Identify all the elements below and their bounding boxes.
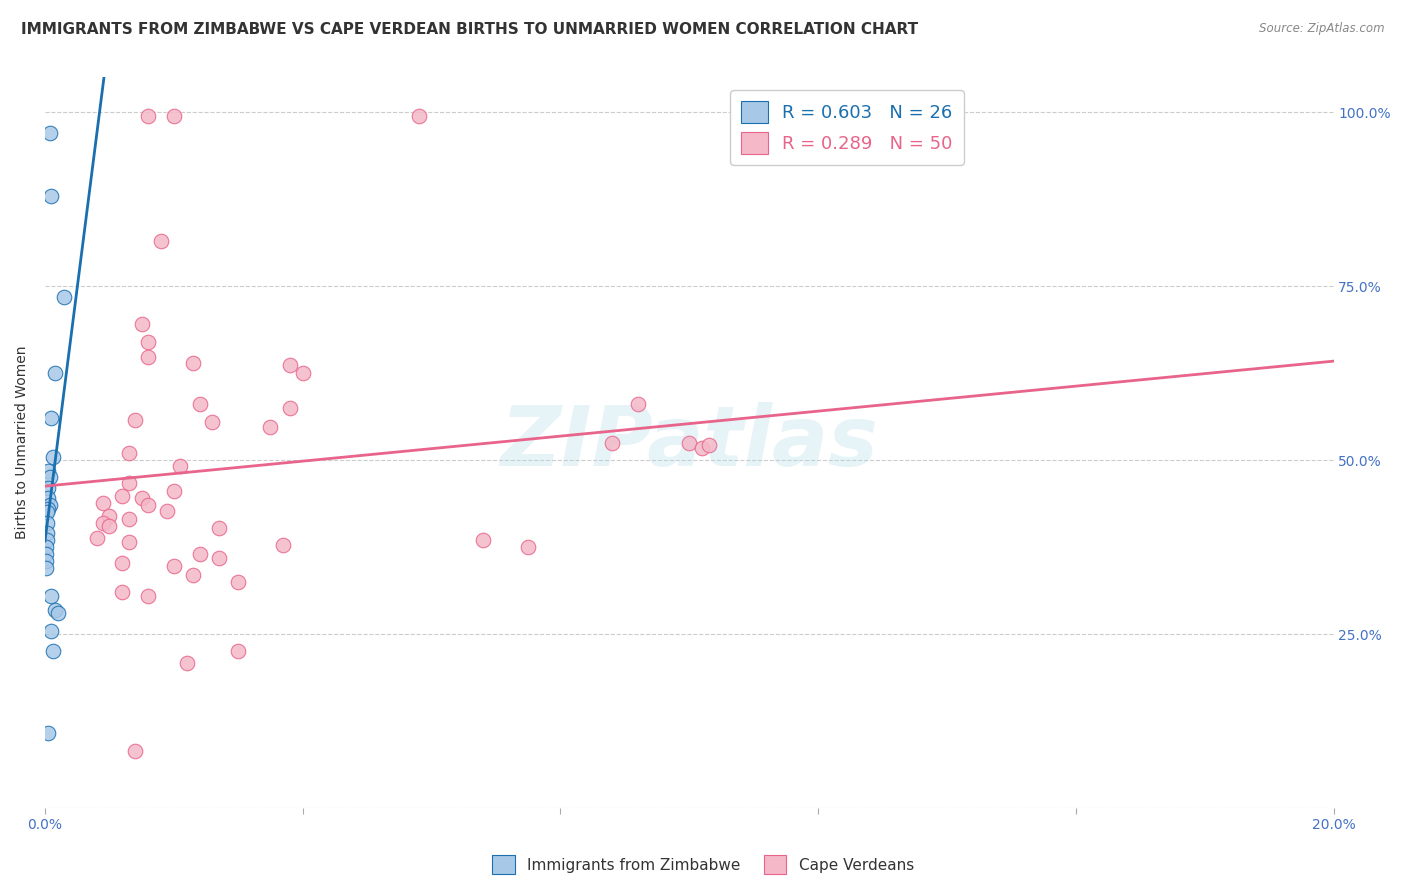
Point xyxy=(44,603,66,617)
Point xyxy=(678,435,700,450)
Point xyxy=(35,554,58,568)
Point xyxy=(208,550,231,565)
Point xyxy=(169,458,191,473)
Point xyxy=(163,484,186,499)
Point xyxy=(46,606,69,620)
Legend: Immigrants from Zimbabwe, Cape Verdeans: Immigrants from Zimbabwe, Cape Verdeans xyxy=(486,849,920,880)
Point xyxy=(188,397,211,411)
Point xyxy=(226,574,249,589)
Point xyxy=(124,413,146,427)
Point xyxy=(41,188,63,202)
Point xyxy=(91,516,114,530)
Point xyxy=(39,470,62,484)
Point xyxy=(627,397,650,411)
Point xyxy=(278,358,301,372)
Point xyxy=(278,401,301,415)
Text: Source: ZipAtlas.com: Source: ZipAtlas.com xyxy=(1260,22,1385,36)
Point xyxy=(181,356,204,370)
Point xyxy=(118,446,141,460)
Point xyxy=(408,109,430,123)
Point xyxy=(136,499,159,513)
Point xyxy=(37,481,59,495)
Point xyxy=(37,491,59,506)
Text: ZIPatlas: ZIPatlas xyxy=(501,402,879,483)
Point xyxy=(111,585,134,599)
Point xyxy=(118,512,141,526)
Point xyxy=(188,547,211,561)
Point xyxy=(42,644,65,658)
Point xyxy=(91,496,114,510)
Point xyxy=(517,540,540,554)
Point xyxy=(176,657,198,671)
Point xyxy=(35,547,58,561)
Point xyxy=(472,533,495,548)
Point xyxy=(690,441,713,455)
Point xyxy=(37,726,59,740)
Point xyxy=(98,508,121,523)
Legend: R = 0.603   N = 26, R = 0.289   N = 50: R = 0.603 N = 26, R = 0.289 N = 50 xyxy=(730,90,963,165)
Point xyxy=(35,505,58,519)
Point xyxy=(37,464,59,478)
Point xyxy=(37,501,59,516)
Point xyxy=(35,526,58,541)
Point xyxy=(259,419,281,434)
Point xyxy=(201,415,224,429)
Point xyxy=(136,589,159,603)
Y-axis label: Births to Unmarried Women: Births to Unmarried Women xyxy=(15,346,30,540)
Text: IMMIGRANTS FROM ZIMBABWE VS CAPE VERDEAN BIRTHS TO UNMARRIED WOMEN CORRELATION C: IMMIGRANTS FROM ZIMBABWE VS CAPE VERDEAN… xyxy=(21,22,918,37)
Point xyxy=(136,109,159,123)
Point xyxy=(697,438,720,452)
Point xyxy=(163,558,186,573)
Point xyxy=(273,538,295,552)
Point xyxy=(118,534,141,549)
Point xyxy=(39,126,62,140)
Point xyxy=(41,624,63,638)
Point xyxy=(35,540,58,554)
Point xyxy=(156,504,179,518)
Point xyxy=(124,744,146,758)
Point xyxy=(41,450,63,464)
Point xyxy=(131,318,153,332)
Point xyxy=(98,519,121,533)
Point xyxy=(118,476,141,491)
Point xyxy=(226,644,249,658)
Point xyxy=(181,568,204,582)
Point xyxy=(35,533,58,548)
Point xyxy=(111,489,134,503)
Point xyxy=(39,499,62,513)
Point xyxy=(41,411,63,425)
Point xyxy=(35,516,58,530)
Point xyxy=(35,561,58,575)
Point xyxy=(111,556,134,570)
Point xyxy=(136,350,159,364)
Point xyxy=(41,589,63,603)
Point xyxy=(149,234,172,248)
Point xyxy=(86,531,108,545)
Point xyxy=(208,521,231,535)
Point xyxy=(600,435,623,450)
Point xyxy=(131,491,153,506)
Point xyxy=(53,290,76,304)
Point xyxy=(136,334,159,349)
Point xyxy=(291,366,314,380)
Point xyxy=(163,109,186,123)
Point xyxy=(44,366,66,380)
